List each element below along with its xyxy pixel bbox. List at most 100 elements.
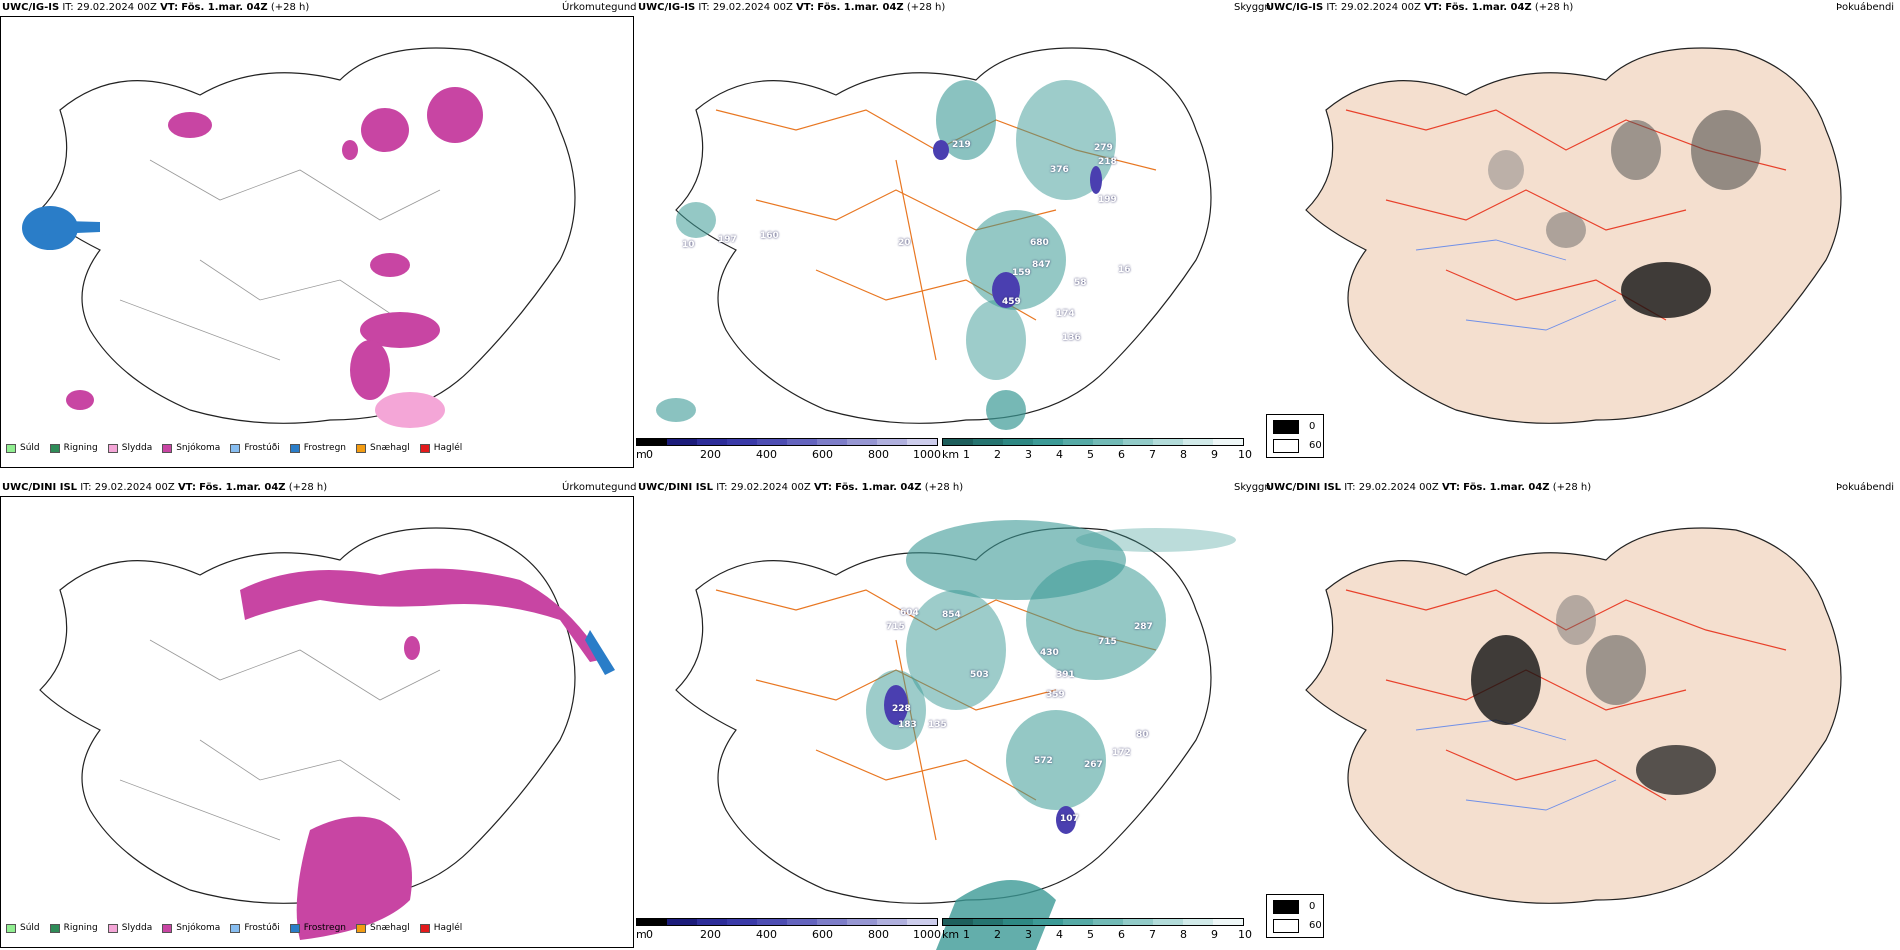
cloud-label: 16 bbox=[1118, 265, 1131, 275]
legend-item: Snæhagl bbox=[356, 443, 410, 453]
colorbar-tick: 600 bbox=[812, 928, 833, 941]
cloud-label: 197 bbox=[718, 235, 737, 245]
colorbar-tick: 5 bbox=[1087, 928, 1094, 941]
cloud-label: 267 bbox=[1084, 760, 1103, 770]
fog-legend-box: 0 60 bbox=[1266, 894, 1324, 938]
colorbar-unit-m: m bbox=[636, 448, 647, 461]
cloud-label: 680 bbox=[1030, 238, 1049, 248]
colorbar-tick: 10 bbox=[1238, 928, 1252, 941]
cloud-label: 572 bbox=[1034, 756, 1053, 766]
cloud-label: 430 bbox=[1040, 648, 1059, 658]
cloud-label: 20 bbox=[898, 238, 911, 248]
legend-item: Haglél bbox=[419, 443, 462, 453]
colorbar-tick: 0 bbox=[646, 928, 653, 941]
legend-item: Haglél bbox=[419, 923, 462, 933]
panel-title: Þokuábendi bbox=[1836, 2, 1895, 13]
cloud-label: 503 bbox=[970, 670, 989, 680]
cloud-label: 219 bbox=[952, 140, 971, 150]
legend-item: Súld bbox=[6, 923, 40, 933]
colorbar-tick: 9 bbox=[1211, 448, 1218, 461]
colorbar-tick: 1 bbox=[963, 928, 970, 941]
fog-legend-label: 60 bbox=[1309, 440, 1322, 451]
legend-item: Frostregn bbox=[289, 923, 346, 933]
panel-header: UWC/DINI ISL IT: 29.02.2024 00Z VT: Fös.… bbox=[2, 482, 328, 493]
cloud-label: 218 bbox=[1098, 157, 1117, 167]
cloud-label: 10 bbox=[682, 240, 695, 250]
legend-item: Slydda bbox=[107, 923, 152, 933]
cloud-label: 376 bbox=[1050, 165, 1069, 175]
cloud-label: 199 bbox=[1098, 195, 1117, 205]
colorbar-tick: 800 bbox=[868, 448, 889, 461]
precip-panel-row1: UWC/IG-IS IT: 29.02.2024 00Z VT: Fös. 1.… bbox=[0, 0, 636, 470]
cloud-label: 715 bbox=[886, 622, 905, 632]
panel-title: Úrkomutegund bbox=[562, 2, 636, 13]
cloud-panel-row2: UWC/DINI ISL IT: 29.02.2024 00Z VT: Fös.… bbox=[636, 480, 1272, 950]
cloud-base-colorbar bbox=[942, 918, 1244, 926]
colorbar-tick: 6 bbox=[1118, 448, 1125, 461]
colorbar-tick: 7 bbox=[1149, 448, 1156, 461]
cloud-label: 159 bbox=[1012, 268, 1031, 278]
colorbar-tick: 9 bbox=[1211, 928, 1218, 941]
colorbar-tick: 1000 bbox=[913, 928, 941, 941]
legend-item: Frostúði bbox=[230, 923, 280, 933]
map-frame bbox=[0, 16, 634, 468]
fog-legend-label: 0 bbox=[1309, 901, 1316, 912]
cloud-top-colorbar bbox=[636, 918, 938, 926]
panel-header: UWC/DINI ISL IT: 29.02.2024 00Z VT: Fös.… bbox=[1266, 482, 1592, 493]
panel-header: UWC/IG-IS IT: 29.02.2024 00Z VT: Fös. 1.… bbox=[638, 2, 946, 13]
colorbar-tick: 2 bbox=[994, 928, 1001, 941]
legend-item: Snæhagl bbox=[356, 923, 410, 933]
colorbar-tick: 200 bbox=[700, 448, 721, 461]
cloud-label: 847 bbox=[1032, 260, 1051, 270]
legend-item: Rigning bbox=[49, 443, 98, 453]
cloud-label: 228 bbox=[892, 704, 911, 714]
cloud-label: 715 bbox=[1098, 637, 1117, 647]
fog-legend-box: 0 60 bbox=[1266, 414, 1324, 458]
colorbar-tick: 1 bbox=[963, 448, 970, 461]
cloud-label: 359 bbox=[1046, 690, 1065, 700]
colorbar-tick: 4 bbox=[1056, 448, 1063, 461]
panel-header: UWC/IG-IS IT: 29.02.2024 00Z VT: Fös. 1.… bbox=[1266, 2, 1574, 13]
colorbar-unit-km: km bbox=[942, 928, 960, 941]
colorbar-tick: 2 bbox=[994, 448, 1001, 461]
panel-header: UWC/IG-IS IT: 29.02.2024 00Z VT: Fös. 1.… bbox=[2, 2, 310, 13]
colorbar-tick: 3 bbox=[1025, 448, 1032, 461]
panel-title: Skyggni bbox=[1234, 482, 1272, 493]
precip-panel-row2: UWC/DINI ISL IT: 29.02.2024 00Z VT: Fös.… bbox=[0, 480, 636, 950]
precip-legend: Súld Rigning Slydda Snjókoma Frostúði Fr… bbox=[6, 443, 462, 453]
fog-map bbox=[1305, 527, 1842, 904]
colorbar-tick: 8 bbox=[1180, 448, 1187, 461]
precip-map bbox=[22, 47, 576, 428]
colorbar-tick: 600 bbox=[812, 448, 833, 461]
precip-legend: Súld Rigning Slydda Snjókoma Frostúði Fr… bbox=[6, 923, 462, 933]
legend-item: Rigning bbox=[49, 923, 98, 933]
cloud-label: 287 bbox=[1134, 622, 1153, 632]
colorbar-unit-m: m bbox=[636, 928, 647, 941]
map-frame bbox=[0, 496, 634, 948]
colorbar-tick: 10 bbox=[1238, 448, 1252, 461]
legend-item: Snjókoma bbox=[162, 443, 220, 453]
cloud-map bbox=[675, 520, 1236, 950]
colorbar-tick: 4 bbox=[1056, 928, 1063, 941]
fog-panel-row2: UWC/DINI ISL IT: 29.02.2024 00Z VT: Fös.… bbox=[1266, 480, 1900, 950]
cloud-label: 391 bbox=[1056, 670, 1075, 680]
fog-legend-label: 0 bbox=[1309, 421, 1316, 432]
cloud-label: 135 bbox=[928, 720, 947, 730]
colorbar-tick: 400 bbox=[756, 928, 777, 941]
panel-title: Skyggni bbox=[1234, 2, 1272, 13]
cloud-label: 854 bbox=[942, 610, 961, 620]
cloud-label: 174 bbox=[1056, 309, 1075, 319]
legend-item: Slydda bbox=[107, 443, 152, 453]
cloud-label: 604 bbox=[900, 608, 919, 618]
cloud-label: 183 bbox=[898, 720, 917, 730]
cloud-panel-row1: UWC/IG-IS IT: 29.02.2024 00Z VT: Fös. 1.… bbox=[636, 0, 1272, 470]
panel-title: Þokuábendi bbox=[1836, 482, 1895, 493]
colorbar-tick: 800 bbox=[868, 928, 889, 941]
cloud-label: 172 bbox=[1112, 748, 1131, 758]
colorbar-tick: 5 bbox=[1087, 448, 1094, 461]
legend-item: Frostregn bbox=[289, 443, 346, 453]
colorbar-tick: 400 bbox=[756, 448, 777, 461]
cloud-map bbox=[656, 47, 1212, 430]
precip-map bbox=[39, 527, 615, 940]
colorbar-tick: 0 bbox=[646, 448, 653, 461]
